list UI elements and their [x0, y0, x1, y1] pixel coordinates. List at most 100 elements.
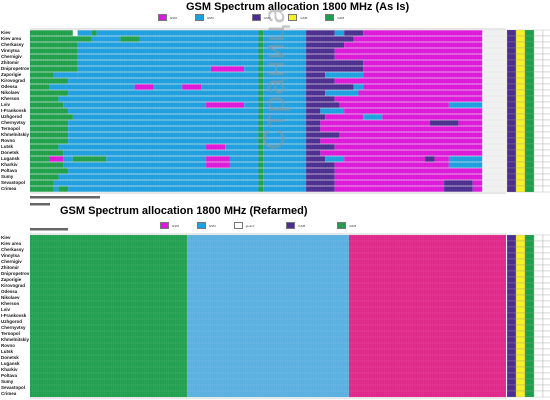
chart1-side-extra	[542, 47, 550, 55]
chart1-segment	[30, 66, 78, 72]
chart2-side-cell	[506, 252, 517, 260]
chart2-side-cell	[533, 312, 544, 320]
chart2-legend-item: guard	[233, 222, 254, 229]
chart1-segment	[263, 186, 307, 192]
chart1-segment	[263, 162, 307, 168]
chart1-side-extra	[542, 137, 550, 145]
chart1-segment	[263, 144, 307, 150]
chart1-segment	[334, 30, 345, 36]
chart1-segment	[53, 72, 78, 78]
chart2-header-band	[30, 233, 506, 235]
chart1-footer-band	[30, 192, 506, 194]
chart1-side-cell	[515, 41, 526, 49]
chart2-side-extra	[542, 354, 550, 362]
chart1-segment	[448, 102, 483, 108]
chart2-segment	[30, 337, 188, 343]
row-label: Sumy	[1, 379, 14, 384]
chart1-segment	[429, 120, 459, 126]
chart1-segment	[68, 90, 259, 96]
chart1-segment	[363, 84, 483, 90]
row-label: Cherkassy	[1, 247, 24, 252]
chart2-side-cell	[515, 348, 526, 356]
row-label: Chernigiv	[1, 259, 22, 264]
chart1-side-cell	[506, 95, 517, 103]
chart2-segment	[30, 331, 188, 337]
chart2-segment	[348, 307, 506, 313]
chart1-side-cell	[533, 173, 544, 181]
chart1-title: GSM Spectrum allocation 1800 MHz (As Is)	[186, 1, 410, 13]
chart2-segment	[348, 235, 506, 241]
chart1-segment	[344, 30, 364, 36]
chart1-segment	[306, 144, 335, 150]
chart1-side-cell	[506, 107, 517, 115]
chart2-side-cell	[506, 372, 517, 380]
chart1-side-cell	[524, 185, 535, 193]
chart1-segment	[258, 54, 264, 60]
chart1-segment	[306, 78, 335, 84]
chart1-segment	[344, 108, 483, 114]
chart1-segment	[30, 108, 69, 114]
chart1-segment	[30, 126, 69, 132]
chart1-side-cell	[506, 83, 517, 91]
chart2-side-extra	[542, 288, 550, 296]
chart1-segment	[306, 114, 326, 120]
chart1-segment	[263, 36, 307, 42]
chart2-side-cell	[506, 324, 517, 332]
chart1-segment	[263, 90, 307, 96]
chart2-side-extra	[542, 276, 550, 284]
chart1-segment	[258, 144, 264, 150]
row-label: Uzhgorod	[1, 319, 22, 324]
chart2-segment	[187, 289, 349, 295]
row-label: Odessa	[1, 84, 18, 89]
chart2-side-extra	[542, 366, 550, 374]
chart1-segment	[263, 42, 307, 48]
chart2-side-cell	[533, 234, 544, 242]
chart1-side-cell	[533, 95, 544, 103]
chart2-side-cell	[515, 312, 526, 320]
chart1-row-labels: Kiev Kiev area Cherkassy Vinnytsa Chernigiv Z…	[0, 30, 30, 192]
chart1-segment	[68, 138, 259, 144]
chart1-segment	[77, 48, 259, 54]
chart2-segment	[187, 373, 349, 379]
chart1-legend-item: GSM	[251, 14, 270, 21]
chart2-segment	[348, 259, 506, 265]
chart1-side-cell	[533, 185, 544, 193]
chart1-side-cell	[533, 53, 544, 61]
chart2-side-cell	[506, 288, 517, 296]
chart1-side-cell	[533, 143, 544, 151]
chart1-side-extra	[542, 95, 550, 103]
chart1-segment	[30, 60, 78, 66]
scale-bar-2	[30, 203, 50, 206]
chart2-side-cell	[524, 252, 535, 260]
chart2-segment	[348, 325, 506, 331]
chart1-side-cell	[524, 161, 535, 169]
chart1-segment	[258, 108, 264, 114]
chart1-segment	[306, 96, 335, 102]
chart2-side-cell	[515, 354, 526, 362]
row-label: Kiev area	[1, 36, 22, 41]
chart1-side-cell	[524, 95, 535, 103]
chart1-segment	[320, 150, 483, 156]
row-label: Lugansk	[1, 156, 20, 161]
chart1-side-cell	[533, 59, 544, 67]
chart2-side-cell	[524, 342, 535, 350]
chart2-side-cell	[524, 330, 535, 338]
row-label: Donetsk	[1, 150, 19, 155]
chart2-side-extra	[542, 348, 550, 356]
chart2-side-cell	[533, 378, 544, 386]
chart1-segment	[325, 72, 364, 78]
scale-bar-3	[30, 228, 68, 231]
row-label: Donetsk	[1, 355, 19, 360]
chart2-segment	[348, 367, 506, 373]
chart1-segment	[30, 48, 78, 54]
legend-swatch	[194, 14, 204, 21]
row-label: Rovno	[1, 343, 15, 348]
chart2-side-cell	[533, 384, 544, 392]
chart2-segment	[348, 331, 506, 337]
chart1-side-cell	[515, 125, 526, 133]
chart1-segment	[30, 54, 78, 60]
chart2-side-cell	[515, 258, 526, 266]
chart1-segment	[30, 138, 69, 144]
chart2-side-cell	[524, 282, 535, 290]
chart2-side-cell	[524, 372, 535, 380]
